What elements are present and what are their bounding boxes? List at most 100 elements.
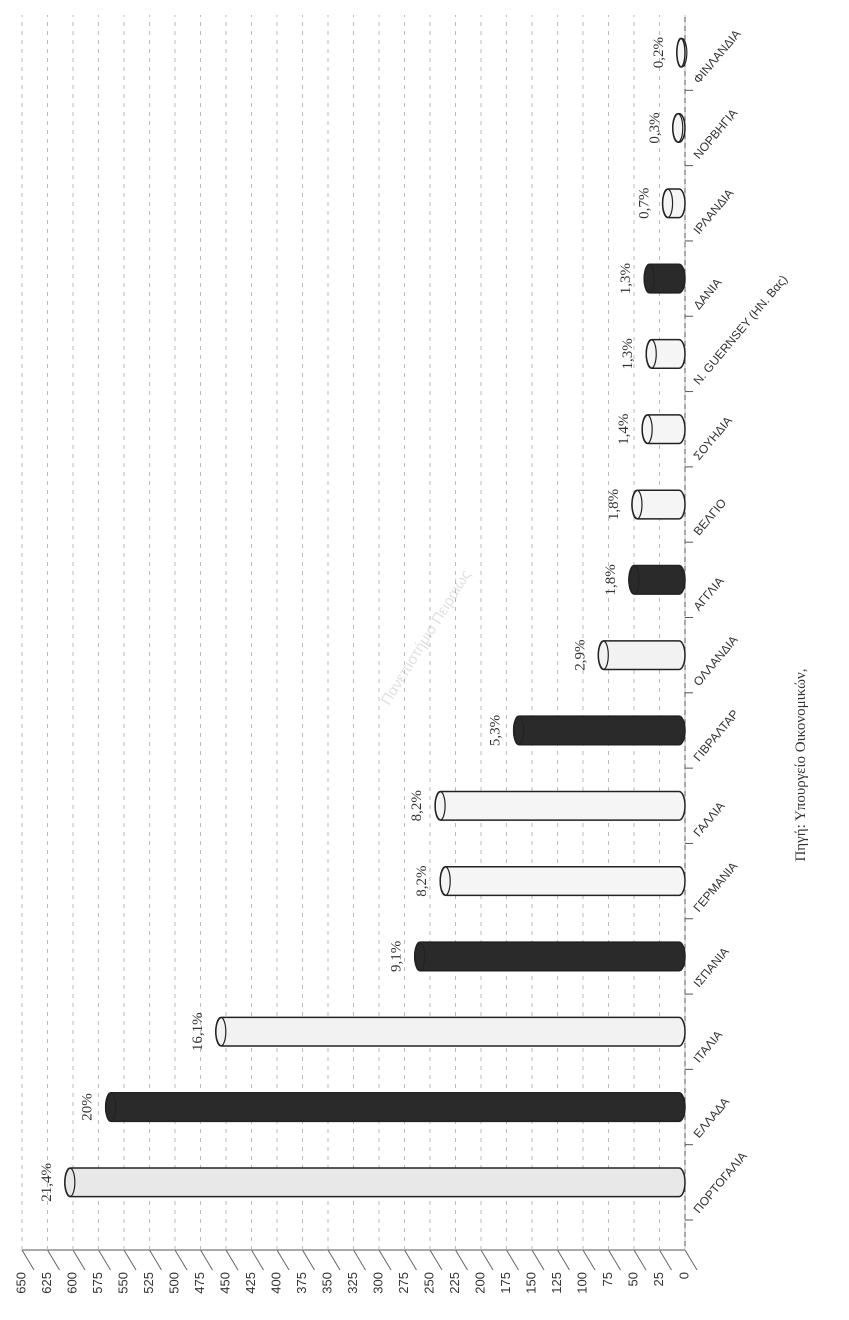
value-annotation: 16,1%: [190, 1012, 206, 1051]
bar-cap: [641, 414, 653, 445]
tick-mark: [506, 1249, 519, 1271]
value-annotation: 5,3%: [488, 715, 504, 746]
y-tick-label: 25: [651, 1272, 666, 1286]
bar: [104, 1091, 686, 1123]
y-tick-label: 250: [421, 1272, 436, 1294]
tick-mark: [480, 1249, 494, 1271]
tick-mark: [21, 1249, 35, 1271]
bar: [64, 1167, 686, 1198]
bar-cap: [215, 1016, 227, 1047]
value-annotation: 1,3%: [618, 263, 634, 294]
value-annotation: 8,2%: [414, 865, 430, 896]
bar: [413, 941, 686, 972]
tick-mark: [276, 1249, 290, 1271]
bar-cap: [597, 640, 609, 671]
y-tick-label: 75: [600, 1272, 615, 1286]
y-tick-label: 100: [574, 1272, 589, 1294]
bar: [439, 866, 686, 897]
y-tick-label: 225: [447, 1272, 462, 1294]
y-tick-label: 175: [498, 1272, 513, 1294]
y-tick-label: 200: [472, 1272, 487, 1294]
bar: [215, 1016, 686, 1047]
y-tick-label: 625: [39, 1272, 54, 1294]
value-annotation: 20%: [80, 1093, 96, 1121]
y-tick-label: 350: [319, 1272, 334, 1294]
tick-mark: [149, 1249, 162, 1271]
bar-cap: [628, 564, 640, 595]
y-tick-label: 500: [166, 1272, 181, 1294]
value-annotation: 1,4%: [616, 414, 632, 445]
bar: [641, 414, 686, 445]
tick-mark: [174, 1249, 188, 1271]
y-tick-label: 275: [396, 1272, 411, 1294]
y-tick-label: 125: [549, 1272, 564, 1294]
tick-mark: [353, 1249, 366, 1271]
tick-mark: [302, 1249, 315, 1271]
y-tick-label: 475: [192, 1272, 207, 1294]
bar-cap: [105, 1092, 117, 1122]
y-tick-label: 650: [13, 1272, 28, 1294]
value-annotation: 1,3%: [620, 338, 636, 369]
tick-mark: [200, 1249, 213, 1271]
value-annotation: 2,9%: [572, 640, 588, 671]
y-tick-label: 450: [217, 1272, 232, 1294]
bar: [512, 715, 686, 746]
y-tick-label: 300: [370, 1272, 385, 1294]
y-tick-label: 400: [268, 1272, 283, 1294]
tick-mark: [659, 1249, 672, 1271]
bar-cap: [434, 790, 446, 821]
tick-mark: [557, 1249, 570, 1271]
y-tick-label: 600: [64, 1272, 79, 1294]
y-tick-label: 325: [345, 1272, 360, 1294]
bar: [661, 188, 686, 219]
y-tick-label: 525: [141, 1272, 156, 1294]
tick-mark: [404, 1249, 417, 1271]
bar-cap: [661, 188, 674, 219]
tick-mark: [531, 1249, 545, 1271]
bar-cap: [645, 338, 657, 369]
source: Πηγή: Υπουργείο Οικονομικών,: [793, 668, 809, 861]
value-annotation: 9,1%: [389, 941, 405, 972]
bar-cap: [643, 263, 655, 294]
y-tick-label: 50: [625, 1272, 640, 1286]
tick-mark: [608, 1249, 621, 1271]
bar-cap: [64, 1167, 76, 1198]
tick-mark: [123, 1249, 137, 1271]
y-tick-label: 575: [90, 1272, 105, 1294]
tick-mark: [98, 1249, 111, 1271]
tick-mark: [47, 1249, 60, 1271]
value-annotation: 21,4%: [39, 1163, 55, 1202]
value-annotation: 0,7%: [637, 188, 653, 219]
bar: [643, 263, 686, 294]
tick-mark: [251, 1249, 264, 1271]
bar: [434, 790, 686, 821]
bar: [597, 640, 686, 671]
bar-cap: [631, 489, 643, 520]
value-annotation: 0,2%: [651, 37, 667, 68]
bar-cap: [672, 113, 684, 143]
tick-mark: [327, 1249, 341, 1271]
tick-mark: [455, 1249, 468, 1271]
tick-mark: [684, 1249, 698, 1271]
value-annotation: 1,8%: [606, 489, 622, 520]
tick-mark: [429, 1249, 443, 1271]
value-annotation: 0,3%: [647, 112, 663, 143]
tick-mark: [225, 1249, 239, 1271]
bar-cap: [676, 37, 688, 68]
y-tick-label: 375: [294, 1272, 309, 1294]
y-tick-label: 550: [115, 1272, 130, 1294]
bar-cap: [439, 866, 451, 897]
bar-cap: [414, 941, 426, 972]
tick-mark: [378, 1249, 392, 1271]
y-tick-label: 0: [676, 1272, 691, 1279]
tick-mark: [72, 1249, 86, 1271]
tick-mark: [582, 1249, 596, 1271]
bar: [645, 338, 686, 369]
tick-mark: [633, 1249, 647, 1271]
value-annotation: 8,2%: [409, 790, 425, 821]
value-annotation: 1,8%: [603, 564, 619, 595]
y-tick-label: 150: [523, 1272, 538, 1294]
y-tick-label: 425: [243, 1272, 258, 1294]
bar-cap: [513, 715, 525, 746]
